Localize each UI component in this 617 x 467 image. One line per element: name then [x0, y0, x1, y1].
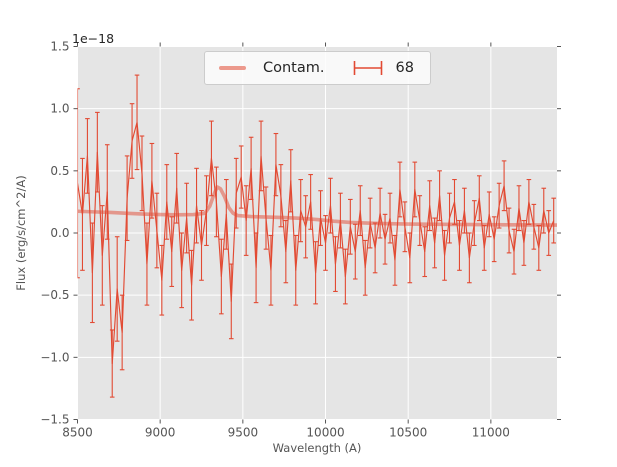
x-tick-label: 9500 [228, 426, 259, 440]
y-tick-label: 1.0 [50, 102, 69, 116]
x-tick-label: 8500 [62, 426, 93, 440]
y-tick-label: 0.5 [50, 164, 69, 178]
x-axis-label: Wavelength (A) [272, 441, 362, 455]
x-tick-label: 9000 [145, 426, 176, 440]
y-axis-label: Flux (erg/s/cm^2/A) [14, 175, 28, 291]
y-tick-label: 0.0 [50, 226, 69, 240]
legend-label-series: 68 [395, 60, 414, 76]
legend: Contam. 68 [204, 51, 431, 85]
y-tick-label: 1.5 [50, 40, 69, 54]
y-tick-label: −1.5 [40, 413, 69, 427]
legend-label-contam: Contam. [263, 60, 325, 76]
y-axis-offset-text: 1e−18 [72, 31, 115, 46]
contam-line-swatch [219, 66, 246, 70]
x-tick-label: 11000 [472, 426, 510, 440]
data-layer [77, 74, 557, 398]
x-tick-label: 10000 [306, 426, 344, 440]
spectrum-line [77, 121, 555, 365]
errorbar-icon [353, 61, 382, 75]
y-tick-label: −1.0 [40, 350, 69, 364]
x-tick-label: 10500 [389, 426, 427, 440]
y-tick-label: −0.5 [40, 288, 69, 302]
